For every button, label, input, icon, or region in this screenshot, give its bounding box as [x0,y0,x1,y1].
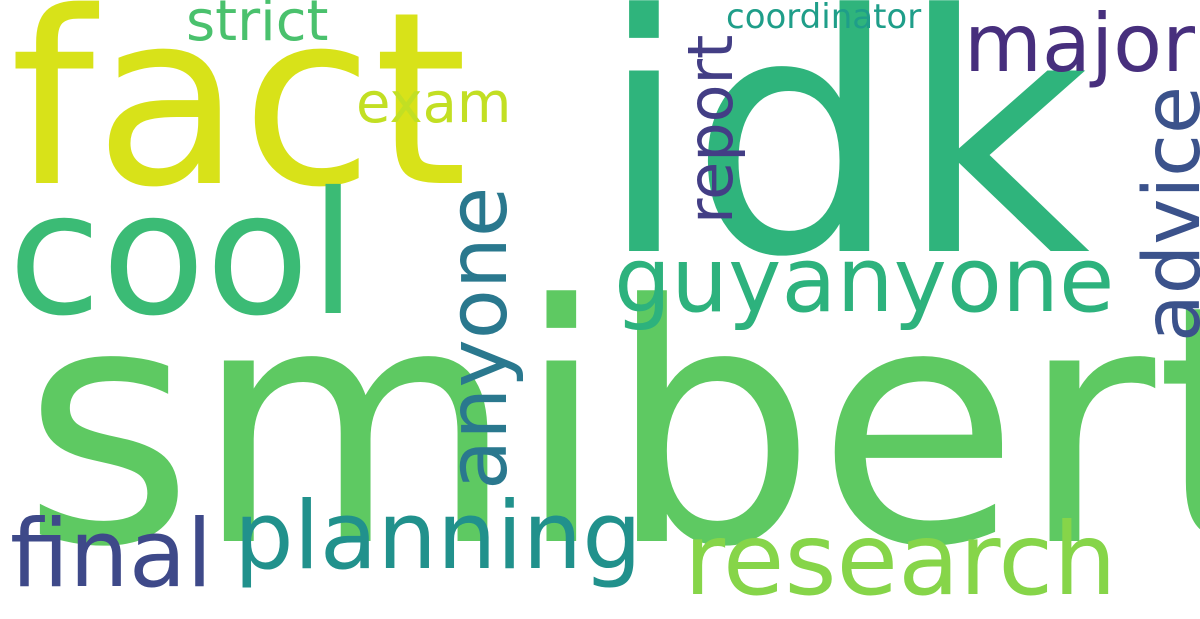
word-cool: cool [8,156,357,354]
word-coordinator: coordinator [726,0,922,37]
word-exam: exam [356,71,512,136]
word-planning: planning [234,482,642,591]
word-guyanyone: guyanyone [614,228,1115,333]
word-strict: strict [186,0,329,54]
word-anyone: anyone [431,186,526,490]
word-major: major [964,0,1196,90]
word-idk: idk [598,0,1091,329]
word-research: research [684,501,1117,618]
word-smibert: smibert [22,235,1200,619]
word-fact: fact [10,0,468,240]
word-final: final [10,500,213,609]
word-cloud: fact cool idk smibert strict exam coordi… [8,0,1200,619]
word-report: report [674,34,747,224]
word-advice: advice [1128,85,1200,342]
